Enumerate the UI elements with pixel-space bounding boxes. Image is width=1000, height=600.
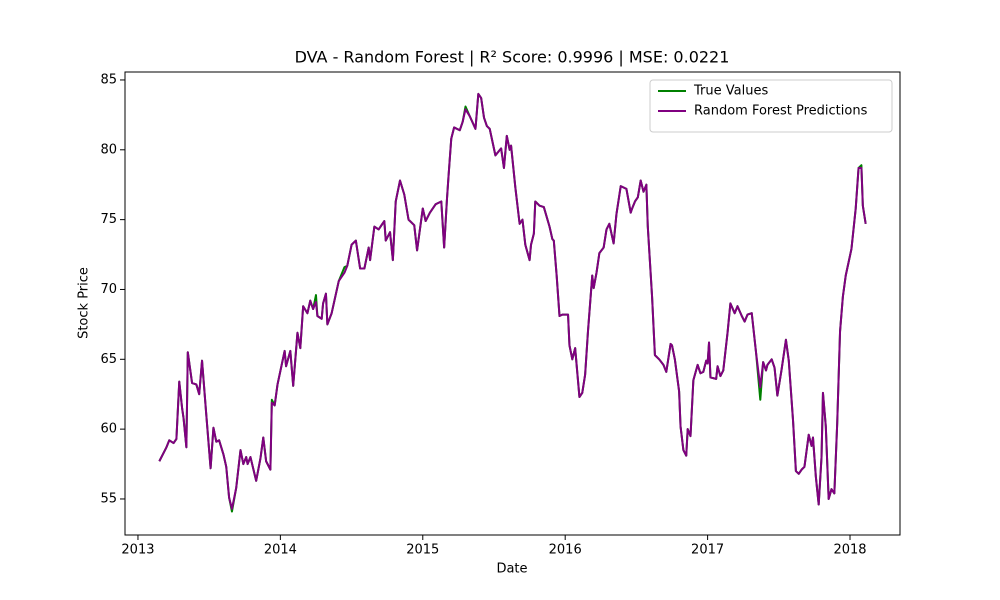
series-line: [158, 92, 867, 510]
x-tick-label: 2013: [121, 543, 154, 558]
x-tick-label: 2016: [549, 543, 582, 558]
y-axis-label: Stock Price: [77, 267, 92, 339]
x-axis-label: Date: [496, 562, 527, 577]
y-tick-label: 85: [100, 72, 117, 87]
y-tick-label: 65: [100, 352, 117, 367]
plot-frame: [124, 71, 901, 536]
y-tick-label: 60: [100, 422, 117, 437]
chart-title: DVA - Random Forest | R² Score: 0.9996 |…: [295, 48, 730, 67]
y-tick-label: 55: [100, 491, 117, 506]
legend-label: True Values: [693, 84, 768, 99]
legend-label: Random Forest Predictions: [694, 104, 868, 119]
x-tick-label: 2018: [833, 543, 866, 558]
y-tick-label: 80: [100, 142, 117, 157]
legend-box: [649, 79, 893, 133]
x-tick-label: 2015: [406, 543, 439, 558]
y-tick-label: 70: [100, 282, 117, 297]
x-tick-label: 2014: [264, 543, 297, 558]
x-tick-label: 2017: [691, 543, 724, 558]
y-tick-label: 75: [100, 212, 117, 227]
